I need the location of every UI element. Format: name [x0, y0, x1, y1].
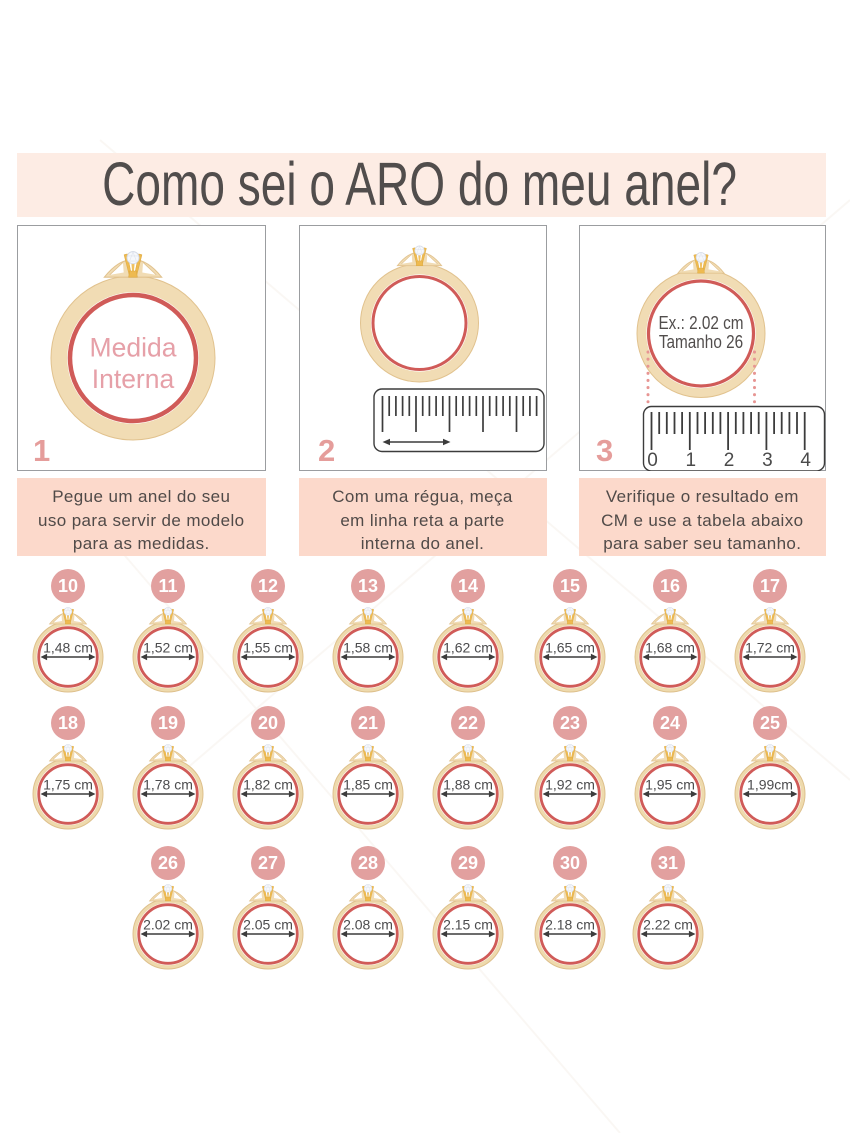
svg-text:0: 0 — [647, 450, 658, 471]
svg-text:22: 22 — [457, 713, 477, 733]
svg-text:1,52 cm: 1,52 cm — [143, 640, 193, 656]
svg-text:1,88 cm: 1,88 cm — [443, 776, 493, 792]
svg-text:20: 20 — [258, 713, 278, 733]
svg-text:17: 17 — [759, 576, 779, 596]
svg-text:1,55 cm: 1,55 cm — [243, 640, 293, 656]
svg-text:1,72 cm: 1,72 cm — [745, 640, 795, 656]
svg-text:1,95 cm: 1,95 cm — [645, 776, 695, 792]
svg-text:18: 18 — [58, 713, 78, 733]
svg-text:Medida: Medida — [90, 333, 177, 363]
svg-text:16: 16 — [659, 576, 679, 596]
svg-text:23: 23 — [559, 713, 579, 733]
svg-text:1,58 cm: 1,58 cm — [343, 640, 393, 656]
svg-text:10: 10 — [58, 576, 78, 596]
svg-text:1,85 cm: 1,85 cm — [343, 776, 393, 792]
svg-text:14: 14 — [457, 576, 477, 596]
svg-text:31: 31 — [658, 853, 678, 873]
svg-text:26: 26 — [158, 853, 178, 873]
svg-text:4: 4 — [800, 450, 811, 471]
svg-text:11: 11 — [158, 576, 177, 596]
svg-text:2.08 cm: 2.08 cm — [343, 917, 393, 933]
svg-text:2.15 cm: 2.15 cm — [443, 917, 493, 933]
svg-text:21: 21 — [357, 713, 377, 733]
svg-text:1,78 cm: 1,78 cm — [143, 776, 193, 792]
svg-text:2: 2 — [724, 450, 735, 471]
svg-text:1,75 cm: 1,75 cm — [43, 776, 93, 792]
svg-text:27: 27 — [258, 853, 278, 873]
svg-text:25: 25 — [759, 713, 779, 733]
svg-text:13: 13 — [357, 576, 377, 596]
svg-text:Interna: Interna — [92, 364, 175, 394]
svg-text:1: 1 — [686, 450, 697, 471]
svg-text:1,48 cm: 1,48 cm — [43, 640, 93, 656]
svg-text:28: 28 — [358, 853, 378, 873]
svg-text:1,62 cm: 1,62 cm — [443, 640, 493, 656]
svg-text:2.05 cm: 2.05 cm — [243, 917, 293, 933]
svg-text:1,68 cm: 1,68 cm — [645, 640, 695, 656]
svg-text:29: 29 — [457, 853, 477, 873]
svg-text:1,92 cm: 1,92 cm — [545, 776, 595, 792]
svg-text:15: 15 — [559, 576, 579, 596]
svg-text:1,82 cm: 1,82 cm — [243, 776, 293, 792]
svg-text:2.22 cm: 2.22 cm — [643, 917, 693, 933]
svg-text:1,99cm: 1,99cm — [747, 776, 793, 792]
svg-text:12: 12 — [258, 576, 278, 596]
svg-text:19: 19 — [158, 713, 178, 733]
svg-text:2.18 cm: 2.18 cm — [545, 917, 595, 933]
svg-text:30: 30 — [559, 853, 579, 873]
svg-text:2.02 cm: 2.02 cm — [143, 917, 193, 933]
svg-text:24: 24 — [659, 713, 679, 733]
svg-text:1,65 cm: 1,65 cm — [545, 640, 595, 656]
svg-text:3: 3 — [762, 450, 773, 471]
